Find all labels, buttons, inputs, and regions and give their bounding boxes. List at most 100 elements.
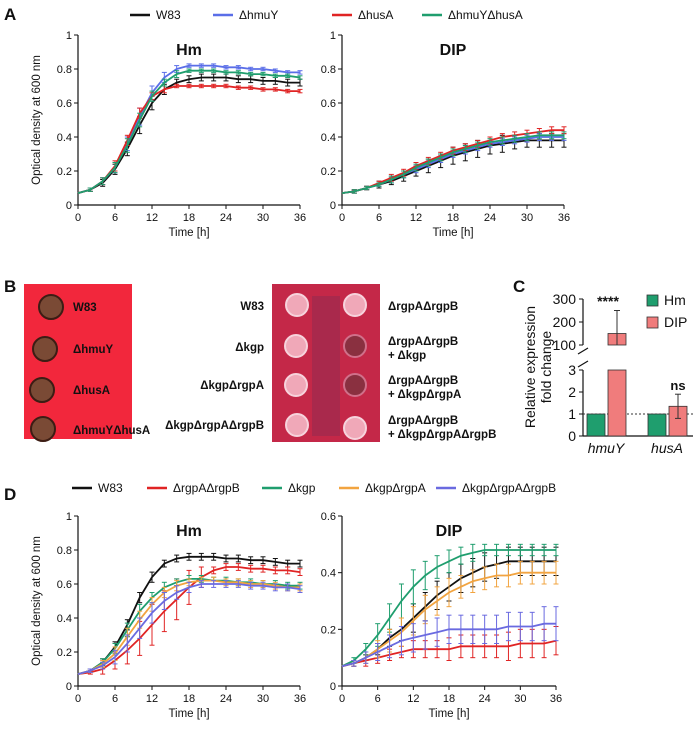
y-tick-label: 300 xyxy=(553,291,577,307)
legend-label: Hm xyxy=(664,292,686,308)
series-line xyxy=(77,76,300,194)
axis-break xyxy=(577,347,589,355)
plate-2-left-label: Δkgp xyxy=(235,342,264,354)
x-tick-label: 30 xyxy=(257,693,269,705)
plate-1-label: ΔhusA xyxy=(73,385,110,397)
series-ΔhmuYΔhusA xyxy=(77,68,303,194)
plate-2-right-label: ΔrgpAΔrgpB xyxy=(388,336,458,348)
x-tick-label: 36 xyxy=(550,693,562,705)
category-label: hmuY xyxy=(588,440,626,456)
plate-1-colonies xyxy=(29,294,64,442)
y-tick-label: 0 xyxy=(330,681,336,693)
plate-1-label: ΔhmuY xyxy=(73,344,114,356)
legend-label: ΔkgpΔrgpA xyxy=(365,481,426,495)
y-tick-label: 200 xyxy=(553,314,577,330)
x-axis-label: Time [h] xyxy=(168,708,209,720)
x-tick-label: 6 xyxy=(375,693,381,705)
x-tick-label: 0 xyxy=(339,693,345,705)
plate-2-right-label: ΔrgpAΔrgpB xyxy=(388,415,458,427)
x-tick-label: 0 xyxy=(75,693,81,705)
x-axis-label: Time [h] xyxy=(428,708,469,720)
legend-label: W83 xyxy=(98,481,123,495)
y-tick-label: 0 xyxy=(330,200,336,212)
plate-2-right-label: + Δkgp xyxy=(388,350,426,362)
series-ΔhmuYΔhusA xyxy=(341,131,567,194)
colony xyxy=(285,293,309,317)
colony xyxy=(29,377,55,403)
y-tick-label: 0.8 xyxy=(57,64,72,76)
y-tick-label: 1 xyxy=(66,30,72,42)
x-tick-label: 12 xyxy=(407,693,419,705)
plate-1-label: W83 xyxy=(73,302,97,314)
y-tick-label: 0.2 xyxy=(57,166,72,178)
bar xyxy=(647,413,667,437)
significance-label: ns xyxy=(670,378,685,393)
plate-2-right-label: + ΔkgpΔrgpA xyxy=(388,389,461,401)
plate-2: W83 Δkgp ΔkgpΔrgpA ΔkgpΔrgpAΔrgpB ΔrgpAΔ… xyxy=(165,284,496,442)
plate-2-stain xyxy=(312,296,340,436)
chart-title: DIP xyxy=(440,42,467,59)
series-ΔkgpΔrgpAΔrgpB xyxy=(77,580,303,675)
legend-label: ΔhmuYΔhusA xyxy=(448,8,523,22)
series-line xyxy=(77,69,301,194)
legend-d: W83 ΔrgpAΔrgpB Δkgp ΔkgpΔrgpA ΔkgpΔrgpAΔrgpB xyxy=(72,481,556,495)
series-ΔkgpΔrgpA xyxy=(341,560,559,668)
plate-2-left-label: ΔkgpΔrgpA xyxy=(200,380,264,392)
chart-d-dip: 0 0.2 0.4 0.6 0 6 12 18 24 30 36 Time [h] DIP xyxy=(321,511,562,720)
chart-a-dip: 0 0.2 0.4 0.6 0.8 1 0 6 12 18 24 30 36 Time [h] DIP xyxy=(321,30,570,239)
chart-title: Hm xyxy=(176,42,202,59)
bar xyxy=(586,413,606,437)
x-tick-label: 36 xyxy=(294,212,306,224)
x-tick-label: 18 xyxy=(183,212,195,224)
series-line xyxy=(77,583,301,675)
series-line xyxy=(341,549,556,668)
x-axis-label: Time [h] xyxy=(168,227,209,239)
series-line xyxy=(77,85,300,194)
y-axis-label: Optical density at 600 nm xyxy=(31,536,43,666)
x-tick-label: 36 xyxy=(294,693,306,705)
x-axis-label: Time [h] xyxy=(432,227,473,239)
y-tick-label: 0.2 xyxy=(321,624,336,636)
y-tick-label: 0.8 xyxy=(321,64,336,76)
x-tick-label: 24 xyxy=(484,212,496,224)
y-tick-label: 100 xyxy=(553,337,577,353)
y-tick-label: 0.6 xyxy=(321,511,336,523)
x-tick-label: 12 xyxy=(410,212,422,224)
colony xyxy=(38,294,64,320)
y-tick-label: 1 xyxy=(568,406,576,422)
x-tick-label: 12 xyxy=(146,693,158,705)
y-tick-label: 0.4 xyxy=(321,568,336,580)
y-axis-label: Relative expression xyxy=(522,306,538,428)
x-tick-label: 24 xyxy=(479,693,491,705)
chart-a-hm: 0 0.2 0.4 0.6 0.8 1 0 6 12 18 24 30 36 Time [h] Optica… xyxy=(31,30,306,239)
y-tick-label: 0.6 xyxy=(321,98,336,110)
panel-letter-b: B xyxy=(4,277,16,296)
x-tick-label: 24 xyxy=(220,212,232,224)
series-ΔrgpAΔrgpB xyxy=(341,626,559,668)
series-ΔkgpΔrgpAΔrgpB xyxy=(341,606,559,668)
x-tick-label: 0 xyxy=(339,212,345,224)
plate-2-right-label: ΔrgpAΔrgpB xyxy=(388,375,458,387)
legend-swatch xyxy=(646,294,659,307)
series-Δkgp xyxy=(341,543,559,668)
series-ΔhusA xyxy=(77,83,303,194)
y-tick-label: 0 xyxy=(66,200,72,212)
x-tick-label: 30 xyxy=(521,212,533,224)
x-tick-label: 6 xyxy=(376,212,382,224)
plate-1: W83 ΔhmuY ΔhusA ΔhmuYΔhusA xyxy=(24,284,150,442)
y-tick-label: 0.4 xyxy=(321,132,336,144)
plate-2-left-label: W83 xyxy=(240,301,264,313)
legend-a: W83 ΔhmuY ΔhusA ΔhmuYΔhusA xyxy=(130,8,523,22)
y-axis-label: Optical density at 600 nm xyxy=(31,55,43,185)
colony xyxy=(284,334,308,358)
legend-label: DIP xyxy=(664,314,687,330)
y-tick-label: 3 xyxy=(568,362,576,378)
legend-label: ΔrgpAΔrgpB xyxy=(173,481,240,495)
axis-break xyxy=(577,360,589,368)
colony xyxy=(343,416,367,440)
y-tick-label: 0 xyxy=(568,428,576,444)
plate-2-right-label: ΔrgpAΔrgpB xyxy=(388,301,458,313)
legend-label: ΔhusA xyxy=(358,8,393,22)
y-tick-label: 0 xyxy=(66,681,72,693)
colony xyxy=(30,416,56,442)
